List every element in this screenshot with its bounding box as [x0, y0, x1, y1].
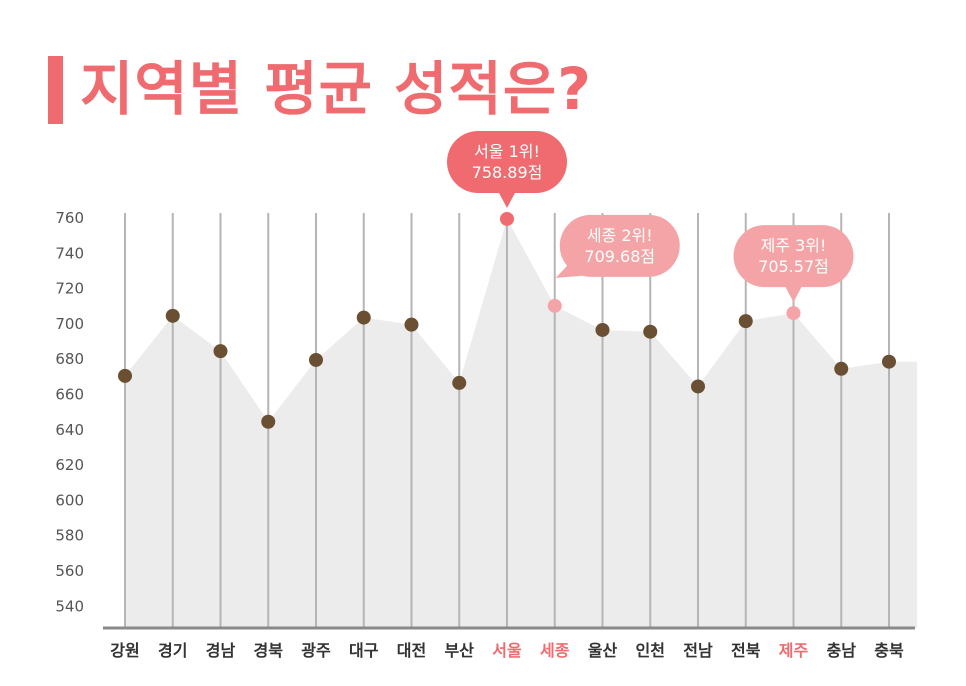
data-point-경북: [261, 414, 276, 429]
y-tick-label: 720: [55, 280, 84, 298]
callout-tail: [498, 190, 516, 208]
y-tick-label: 740: [55, 244, 84, 262]
data-point-충북: [882, 354, 896, 369]
y-tick-label: 540: [55, 597, 84, 615]
data-point-세종: [547, 298, 562, 313]
x-tick-label-서울: 서울: [492, 641, 522, 660]
x-tick-label-제주: 제주: [779, 641, 809, 660]
data-point-대전: [404, 317, 419, 332]
x-tick-label-경기: 경기: [158, 641, 187, 660]
data-point-제주: [786, 306, 801, 321]
callout-tail: [784, 285, 803, 303]
x-tick-label-경북: 경북: [254, 641, 284, 660]
x-tick-label-강원: 강원: [110, 641, 139, 660]
callout-세종: 세종 2위! 709.68점: [555, 214, 680, 278]
x-tick-label-대구: 대구: [349, 641, 379, 660]
x-tick-label-인천: 인천: [636, 641, 665, 660]
y-tick-label: 580: [55, 527, 84, 545]
data-point-서울: [500, 211, 514, 226]
data-point-부산: [452, 375, 467, 390]
x-tick-label-전북: 전북: [731, 641, 761, 660]
callout-score-text: 709.68점: [584, 247, 655, 266]
data-point-충남: [834, 361, 849, 376]
data-point-울산: [595, 322, 610, 337]
x-tick-label-부산: 부산: [445, 641, 475, 660]
y-tick-label: 700: [55, 315, 84, 333]
data-point-강원: [118, 368, 132, 383]
callout-bubble: [447, 130, 567, 193]
callout-제주: 제주 3위! 705.57점: [733, 225, 854, 303]
y-tick-label: 760: [55, 209, 84, 227]
y-tick-label: 560: [55, 562, 84, 580]
data-point-대구: [356, 310, 371, 325]
y-tick-label: 680: [55, 350, 84, 368]
x-tick-label-전남: 전남: [683, 641, 713, 660]
callout-bubble: [559, 214, 680, 277]
callout-rank-text: 서울 1위!: [474, 142, 540, 161]
data-point-전북: [738, 314, 753, 329]
callout-tail: [555, 258, 594, 278]
title-accent-bar: [48, 56, 63, 124]
callout-rank-text: 제주 3위!: [761, 236, 827, 255]
callout-서울: 서울 1위! 758.89점: [447, 130, 567, 208]
callout-score-text: 758.89점: [472, 163, 543, 182]
data-point-광주: [309, 352, 323, 367]
chart-title: 지역별 평균 성적은?: [80, 55, 592, 123]
data-point-전남: [691, 379, 705, 394]
callout-rank-text: 세종 2위!: [587, 226, 653, 245]
x-tick-label-경남: 경남: [206, 641, 236, 660]
y-tick-label: 640: [55, 421, 84, 439]
y-tick-label: 620: [55, 456, 84, 474]
y-tick-label: 600: [55, 491, 84, 509]
x-tick-label-울산: 울산: [588, 641, 618, 660]
x-tick-label-충남: 충남: [827, 641, 857, 660]
data-point-인천: [643, 324, 658, 339]
y-tick-label: 660: [55, 386, 84, 404]
x-tick-label-충북: 충북: [874, 641, 904, 660]
x-tick-label-대전: 대전: [397, 641, 426, 660]
series-area: [125, 218, 917, 628]
data-point-경남: [213, 344, 228, 359]
callout-score-text: 705.57점: [758, 257, 829, 276]
x-tick-label-세종: 세종: [540, 641, 570, 660]
data-point-경기: [165, 308, 180, 323]
callout-bubble: [733, 225, 854, 288]
x-tick-label-광주: 광주: [301, 641, 331, 660]
